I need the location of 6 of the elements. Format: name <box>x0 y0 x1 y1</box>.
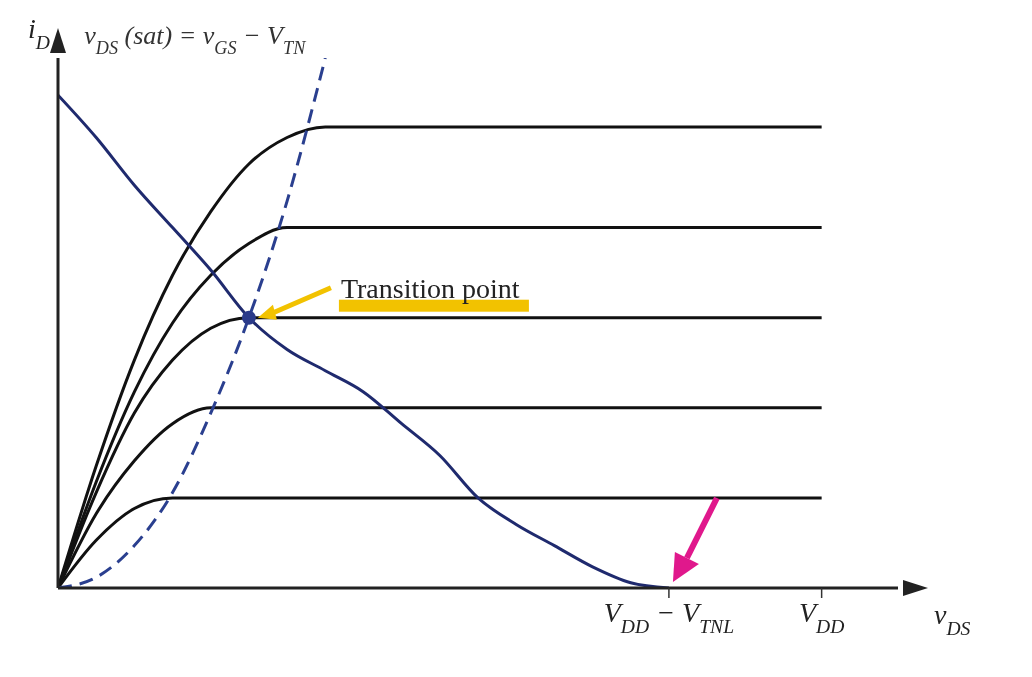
x-tick-label: V$_{DD}$ − V$_{TNL}$ <box>603 597 735 637</box>
x-tick-label: V$_{DD}$ <box>798 597 845 637</box>
series-label: v$_{DS}$ (sat) = v$_{GS}$ − V$_{TN}$ <box>84 21 307 58</box>
x-axis-title: v$_{DS}$ <box>934 599 971 639</box>
y-axis-title: i$_{D}$ <box>28 13 50 53</box>
annotation: Transition point <box>340 272 520 304</box>
